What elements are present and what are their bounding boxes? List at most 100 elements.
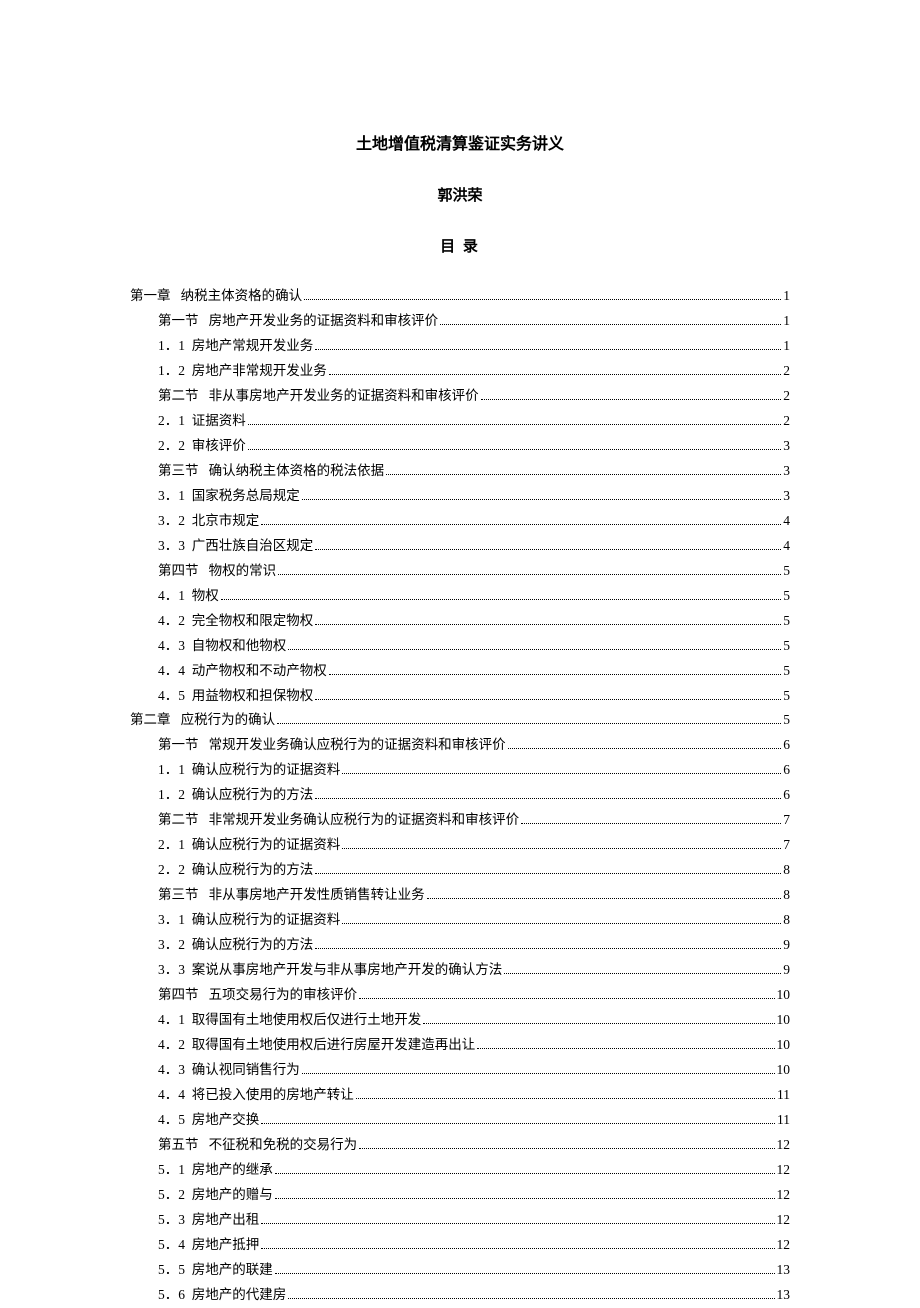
toc-leader-dots <box>277 723 781 724</box>
toc-leader-dots <box>275 1198 775 1199</box>
toc-entry-label: 2．2 审核评价 <box>158 434 246 459</box>
toc-entry-title: 确认应税行为的证据资料 <box>192 912 341 927</box>
toc-leader-dots <box>248 424 782 425</box>
toc-entry: 4．5 用益物权和担保物权 5 <box>130 684 790 709</box>
toc-entry-title: 确认应税行为的方法 <box>192 787 314 802</box>
toc-entry-page: 2 <box>783 359 790 384</box>
toc-leader-dots <box>342 848 781 849</box>
toc-entry-title: 证据资料 <box>192 413 246 428</box>
toc-entry: 第三节 确认纳税主体资格的税法依据3 <box>130 459 790 484</box>
toc-entry-title: 房地产常规开发业务 <box>192 338 314 353</box>
toc-entry-title: 房地产开发业务的证据资料和审核评价 <box>209 313 439 328</box>
toc-entry-title: 确认应税行为的证据资料 <box>192 837 341 852</box>
toc-entry-title: 取得国有土地使用权后进行房屋开发建造再出让 <box>192 1037 476 1052</box>
toc-entry-label: 5．4 房地产抵押 <box>158 1233 259 1258</box>
toc-entry-page: 9 <box>783 958 790 983</box>
toc-entry-page: 5 <box>783 634 790 659</box>
toc-entry-page: 10 <box>777 1008 791 1033</box>
toc-leader-dots <box>275 1273 775 1274</box>
toc-entry-page: 5 <box>783 609 790 634</box>
toc-entry-label: 5．6 房地产的代建房 <box>158 1283 286 1308</box>
toc-entry-title: 审核评价 <box>192 438 246 453</box>
toc-leader-dots <box>302 1073 775 1074</box>
toc-leader-dots <box>521 823 781 824</box>
toc-entry-number: 第二节 <box>158 808 199 833</box>
toc-entry: 第一章 纳税主体资格的确认 1 <box>130 284 790 309</box>
toc-entry-page: 10 <box>777 1033 791 1058</box>
toc-entry-page: 4 <box>783 534 790 559</box>
toc-entry: 5．2 房地产的赠与 12 <box>130 1183 790 1208</box>
toc-entry-label: 3．3 案说从事房地产开发与非从事房地产开发的确认方法 <box>158 958 502 983</box>
toc-entry: 4．4 将已投入使用的房地产转让 11 <box>130 1083 790 1108</box>
toc-leader-dots <box>315 699 781 700</box>
toc-entry-number: 4．2 <box>158 1033 185 1058</box>
toc-entry-label: 第四节 物权的常识 <box>158 559 276 584</box>
toc-entry-page: 5 <box>783 559 790 584</box>
toc-entry-title: 物权 <box>192 588 219 603</box>
toc-entry-label: 4．1 物权 <box>158 584 219 609</box>
toc-entry-number: 5．1 <box>158 1158 185 1183</box>
toc-entry-title: 房地产抵押 <box>192 1237 260 1252</box>
toc-entry-page: 10 <box>777 983 791 1008</box>
toc-entry: 3．1 确认应税行为的证据资料 8 <box>130 908 790 933</box>
toc-entry-page: 8 <box>783 858 790 883</box>
toc-entry-title: 确认纳税主体资格的税法依据 <box>209 463 385 478</box>
toc-entry-title: 房地产非常规开发业务 <box>192 363 327 378</box>
toc-entry-title: 房地产交换 <box>192 1112 260 1127</box>
toc-entry: 4．1 物权 5 <box>130 584 790 609</box>
toc-entry-title: 房地产的代建房 <box>192 1287 287 1302</box>
toc-leader-dots <box>261 1248 774 1249</box>
toc-entry-title: 房地产的联建 <box>192 1262 273 1277</box>
toc-entry-label: 第一章 纳税主体资格的确认 <box>130 284 302 309</box>
toc-leader-dots <box>261 1223 774 1224</box>
toc-entry-label: 3．1 国家税务总局规定 <box>158 484 300 509</box>
toc-entry-number: 2．1 <box>158 409 185 434</box>
toc-entry-title: 确认视同销售行为 <box>192 1062 300 1077</box>
toc-entry-number: 第二节 <box>158 384 199 409</box>
toc-entry: 第四节 五项交易行为的审核评价 10 <box>130 983 790 1008</box>
toc-entry-label: 2．1 确认应税行为的证据资料 <box>158 833 340 858</box>
toc-entry-number: 第三节 <box>158 459 199 484</box>
toc-entry-title: 广西壮族自治区规定 <box>192 538 314 553</box>
toc-entry: 5．6 房地产的代建房 13 <box>130 1283 790 1308</box>
toc-entry-title: 非从事房地产开发性质销售转让业务 <box>209 887 425 902</box>
toc-entry-page: 12 <box>777 1183 791 1208</box>
toc-leader-dots <box>288 649 781 650</box>
toc-entry-title: 不征税和免税的交易行为 <box>209 1137 358 1152</box>
toc-leader-dots <box>481 399 782 400</box>
toc-entry: 第二节 非常规开发业务确认应税行为的证据资料和审核评价7 <box>130 808 790 833</box>
toc-entry-page: 11 <box>777 1083 790 1108</box>
toc-entry-label: 1．2 确认应税行为的方法 <box>158 783 313 808</box>
toc-entry-label: 5．2 房地产的赠与 <box>158 1183 273 1208</box>
toc-entry-number: 5．3 <box>158 1208 185 1233</box>
toc-entry-label: 1．1 确认应税行为的证据资料 <box>158 758 340 783</box>
toc-leader-dots <box>261 1123 775 1124</box>
toc-leader-dots <box>275 1173 775 1174</box>
toc-entry: 4．3 自物权和他物权 5 <box>130 634 790 659</box>
toc-entry-label: 4．3 确认视同销售行为 <box>158 1058 300 1083</box>
document-title: 土地增值税清算鉴证实务讲义 <box>130 130 790 154</box>
toc-entry-label: 2．2 确认应税行为的方法 <box>158 858 313 883</box>
toc-entry-label: 5．5 房地产的联建 <box>158 1258 273 1283</box>
toc-leader-dots <box>278 574 781 575</box>
toc-entry-label: 4．1 取得国有土地使用权后仅进行土地开发 <box>158 1008 421 1033</box>
toc-entry: 第二节 非从事房地产开发业务的证据资料和审核评价2 <box>130 384 790 409</box>
toc-entry: 3．3 案说从事房地产开发与非从事房地产开发的确认方法 9 <box>130 958 790 983</box>
toc-leader-dots <box>440 324 781 325</box>
toc-entry-number: 4．1 <box>158 584 185 609</box>
toc-entry-page: 1 <box>783 284 790 309</box>
toc-leader-dots <box>504 973 781 974</box>
toc-entry-page: 5 <box>783 659 790 684</box>
toc-entry-title: 非常规开发业务确认应税行为的证据资料和审核评价 <box>209 812 520 827</box>
toc-leader-dots <box>342 923 781 924</box>
toc-entry-page: 12 <box>777 1233 791 1258</box>
toc-entry: 4．5 房地产交换 11 <box>130 1108 790 1133</box>
toc-entry-page: 8 <box>783 883 790 908</box>
toc-entry-label: 第四节 五项交易行为的审核评价 <box>158 983 357 1008</box>
toc-entry-number: 5．2 <box>158 1183 185 1208</box>
toc-entry-title: 用益物权和担保物权 <box>192 688 314 703</box>
toc-entry: 1．1 确认应税行为的证据资料 6 <box>130 758 790 783</box>
toc-leader-dots <box>261 524 781 525</box>
toc-entry-label: 第一节 常规开发业务确认应税行为的证据资料和审核评价 <box>158 733 506 758</box>
toc-entry-title: 房地产的赠与 <box>192 1187 273 1202</box>
